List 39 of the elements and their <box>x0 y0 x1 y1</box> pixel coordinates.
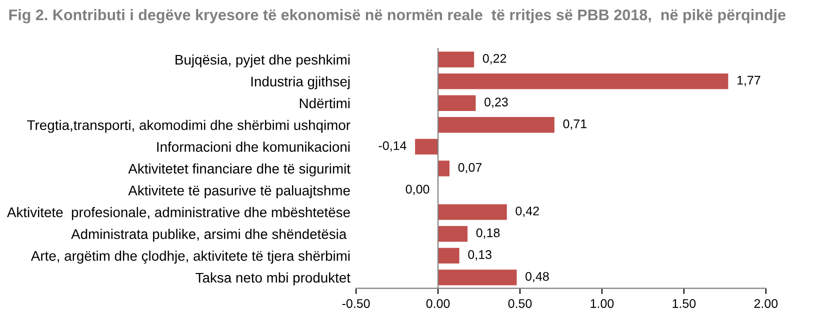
bar <box>415 138 438 155</box>
bar <box>438 204 507 220</box>
data-label: 0,42 <box>516 206 539 217</box>
y-tick-label: Ndërtimi <box>300 98 350 108</box>
y-tick-label: Arte, argëtim dhe çlodhje, aktivitete të tjera shërbimi <box>30 250 350 264</box>
data-label: 1,77 <box>737 76 760 86</box>
bar <box>438 270 517 286</box>
data-label: 0,13 <box>468 250 492 260</box>
bar <box>438 160 450 176</box>
x-tick-label: 0.00 <box>426 299 450 308</box>
bar <box>438 117 554 133</box>
x-tick-label: -0.50 <box>342 299 370 308</box>
bar <box>438 226 468 242</box>
y-tick-label: Administrata publike, arsimi dhe shëndetësia <box>71 228 347 242</box>
bar <box>438 52 474 68</box>
data-label: 0,18 <box>476 228 500 239</box>
y-tick-label: Industria gjithsej <box>251 76 350 90</box>
y-tick-label: Tregtia,transporti, akomodimi dhe shërbimi ushqimor <box>27 120 350 133</box>
y-tick-label: Informacioni dhe komunikacioni <box>157 142 350 152</box>
y-tick-label: Aktivitete profesionale, administrative dhe mbështetëse <box>6 207 350 220</box>
bar <box>438 248 460 264</box>
data-label: 0,48 <box>526 272 549 282</box>
data-label: 0,71 <box>563 119 586 130</box>
bar <box>438 73 728 90</box>
data-label: 0,07 <box>458 162 482 174</box>
y-tick-label: Taksa neto mbi produktet <box>196 272 350 286</box>
x-tick-label: 0.50 <box>508 299 532 308</box>
x-tick-label: 1.00 <box>590 299 614 308</box>
y-tick-label: Aktivitetet financiare dhe të sigurimit <box>128 163 350 176</box>
data-label: 0,22 <box>482 54 506 64</box>
data-label: -0,14 <box>378 141 406 152</box>
x-tick-label: 1.50 <box>672 299 696 308</box>
data-label: 0,23 <box>484 98 508 108</box>
x-tick-label: 2.00 <box>754 299 778 308</box>
data-label: 0,00 <box>406 184 430 196</box>
y-tick-label: Aktivitete të pasurive të paluajtshme <box>128 185 350 198</box>
chart-title: Fig 2. Kontributi i degëve kryesore të ekonomisë në normën reale të rritjes së PBB 2018, në pikë përqindje <box>9 9 786 24</box>
y-tick-label: Bujqësia, pyjet dhe peshkimi <box>176 54 350 68</box>
bar <box>438 95 476 111</box>
